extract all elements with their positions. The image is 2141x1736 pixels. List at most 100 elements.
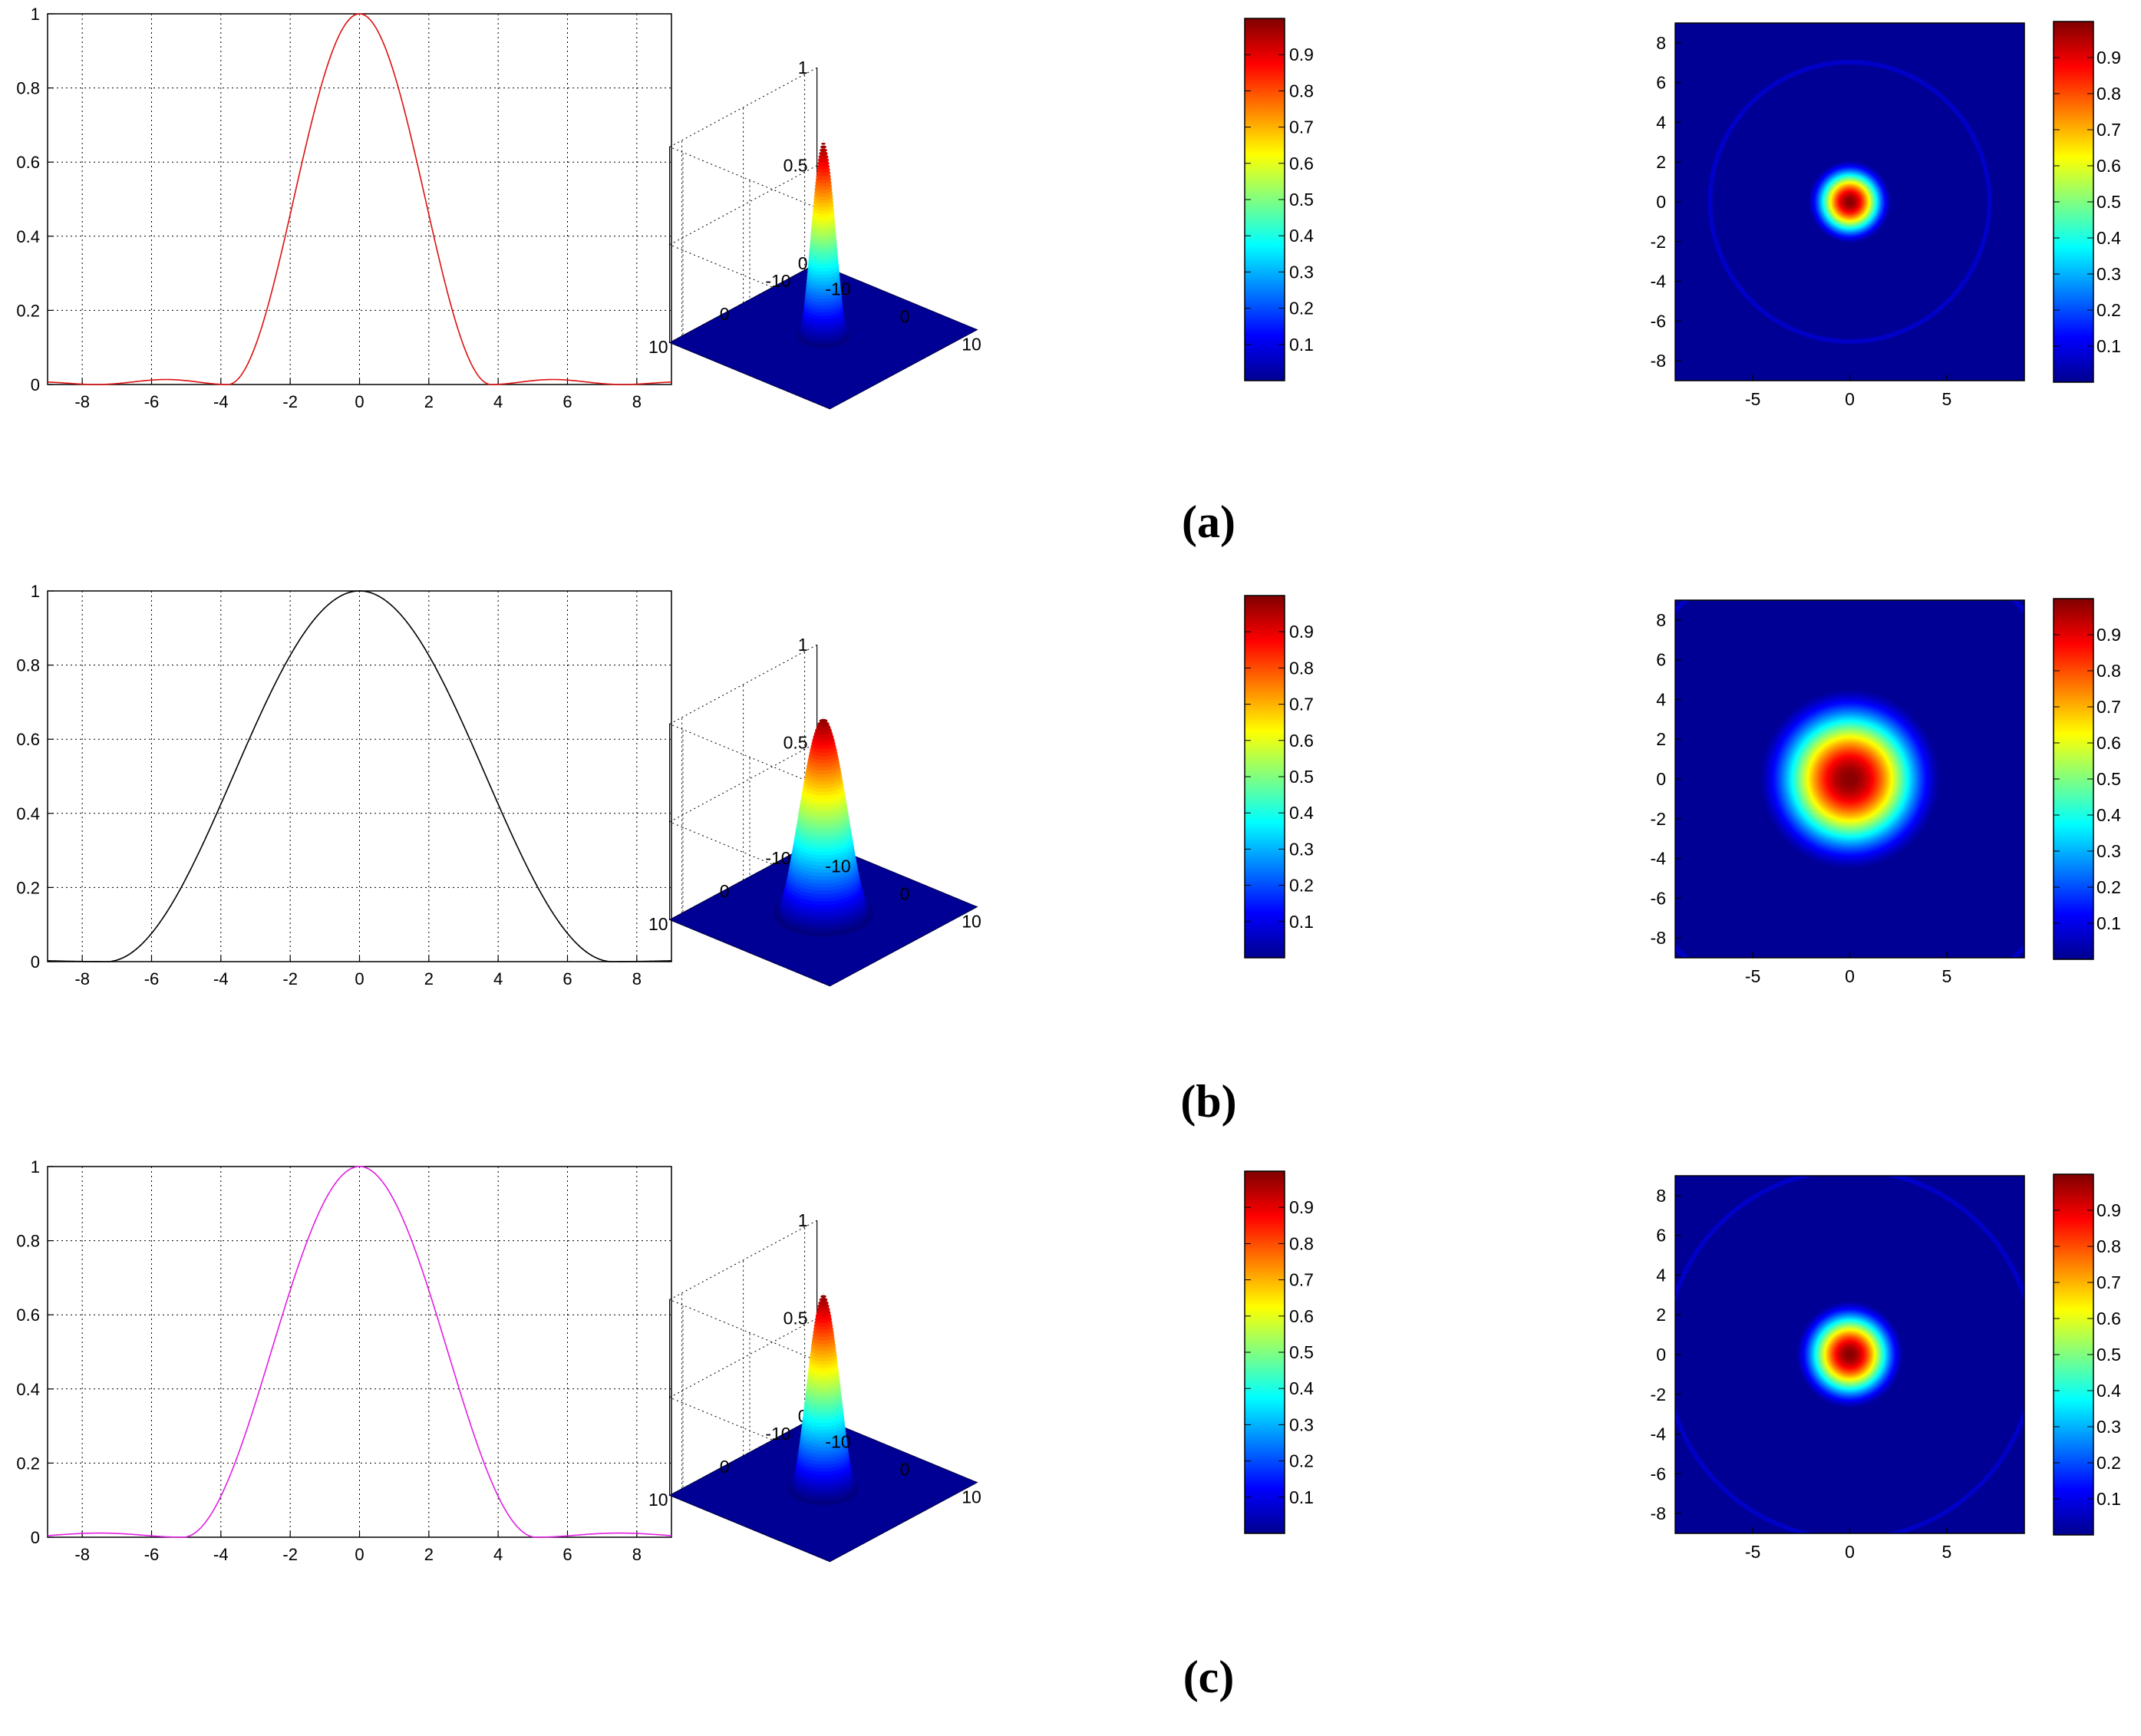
surface-peak-slice: [821, 143, 826, 145]
colorbar-tick-label: 0.7: [2096, 1272, 2121, 1292]
colorbar-tick-label: 0.6: [2096, 733, 2121, 753]
heatmap-y-tick-label: 8: [1656, 33, 1666, 53]
surface-peak-slice: [818, 157, 829, 163]
y-tick-label: 0.4: [16, 227, 40, 246]
x-tick-label: 2: [424, 1545, 434, 1564]
colorbar-tick-label: 0.8: [1289, 658, 1314, 678]
colorbar-tick-label: 0.5: [2096, 769, 2121, 789]
colorbar-tick-label: 0.6: [1289, 153, 1314, 173]
surface-colorbar: [1244, 1170, 1285, 1534]
y-tick-label: 0.2: [16, 1454, 40, 1473]
heatmap-image: [1675, 23, 2024, 381]
colorbar-tick-label: 0.9: [2096, 1200, 2121, 1220]
x-tick-label: 8: [632, 1545, 642, 1564]
colorbar-tick-label: 0.7: [1289, 117, 1314, 137]
heatmap-plot: -5 0 5 -8 -6 -4 -2 0 2 4 6 8 0.1 0.2 0.3 0.4 0.5 0.6 0.7 0.…: [1651, 1173, 2121, 1562]
colorbar-tick-label: 0.4: [1289, 226, 1314, 246]
colorbar-tick-label: 0.1: [2096, 336, 2121, 356]
x-tick-label: 6: [562, 392, 572, 411]
colorbar-tick-label: 0.2: [2096, 1453, 2121, 1473]
y-tick-label: 0.8: [16, 1232, 40, 1251]
colorbar-tick-label: 0.8: [2096, 1236, 2121, 1256]
heatmap-side-ring: [1707, 60, 1992, 344]
x-tick-label: -6: [144, 969, 160, 988]
x-tick-label: -4: [213, 969, 229, 988]
heatmap-y-tick-label: 4: [1656, 112, 1666, 132]
surface-peak-slice: [820, 148, 827, 153]
colorbar-tick-label: 0.2: [1289, 876, 1314, 896]
heatmap-y-tick-label: 8: [1656, 1186, 1666, 1206]
heatmap-y-tick-label: -2: [1651, 232, 1666, 252]
heatmap-y-tick-label: 4: [1656, 689, 1666, 709]
x-tick-label: 4: [493, 392, 503, 411]
surface-peak-slice: [819, 151, 828, 156]
y-tick-label: 0.4: [16, 804, 40, 823]
x3d-tick-label: 10: [962, 911, 981, 931]
colorbar-tick-label: 0.5: [2096, 192, 2121, 212]
x-tick-label: -2: [282, 1545, 298, 1564]
surface-peak-slice: [823, 1292, 824, 1294]
x-tick-label: -6: [144, 392, 160, 411]
x-tick-label: 4: [493, 1545, 503, 1564]
y-tick-label: 1: [31, 5, 40, 24]
y-tick-label: 0.6: [16, 1305, 40, 1325]
heatmap-x-tick-label: 0: [1845, 389, 1855, 409]
colorbar-tick-label: 0.6: [2096, 156, 2121, 176]
y3d-tick-label: 0: [720, 881, 730, 901]
surface-peak-slice: [818, 154, 829, 160]
colorbar-tick-label: 0.4: [2096, 228, 2121, 248]
panel-caption: (a): [1182, 497, 1235, 547]
y3d-tick-label: 10: [648, 1490, 668, 1510]
x-tick-label: -6: [144, 1545, 160, 1564]
x-tick-label: -2: [282, 969, 298, 988]
colorbar-tick-label: 0.3: [1289, 839, 1314, 859]
panel-row-2: -8 -6 -4 -2 0 2 4 6 800.20.40.60.8100.51-10010-1…: [16, 1157, 2121, 1702]
x-tick-label: 4: [493, 969, 503, 988]
y3d-tick-label: -10: [765, 271, 790, 291]
colorbar-tick-label: 0.5: [1289, 767, 1314, 787]
colorbar-tick-label: 0.5: [1289, 190, 1314, 210]
colorbar-tick-label: 0.3: [1289, 262, 1314, 282]
colorbar-tick-label: 0.9: [1289, 622, 1314, 642]
heatmap-y-tick-label: -2: [1651, 809, 1666, 829]
panel-caption: (b): [1180, 1076, 1236, 1127]
colorbar-tick-label: 0.9: [1289, 45, 1314, 64]
heatmap-x-tick-label: 0: [1845, 1542, 1855, 1562]
x-tick-label: 0: [355, 969, 364, 988]
colorbar-tick-label: 0.5: [1289, 1342, 1314, 1362]
heatmap-y-tick-label: -4: [1651, 849, 1667, 869]
z-tick-label: 0.5: [783, 1309, 808, 1328]
heatmap-x-tick-label: 5: [1941, 966, 1951, 986]
heatmap-colorbar: [2053, 21, 2094, 383]
heatmap-plot: -5 0 5 -8 -6 -4 -2 0 2 4 6 8 0.1 0.2 0.3 0.4 0.5 0.6 0.7 0.…: [1651, 21, 2121, 409]
colorbar-tick-label: 0.6: [1289, 1306, 1314, 1326]
z-tick-label: 1: [798, 635, 808, 655]
colorbar-tick-label: 0.2: [2096, 300, 2121, 320]
colorbar-tick-label: 0.8: [2096, 661, 2121, 681]
heatmap-y-tick-label: -8: [1651, 928, 1666, 948]
surface-peak-slice: [817, 721, 830, 728]
y-tick-label: 0.2: [16, 301, 40, 320]
y-tick-label: 0.6: [16, 153, 40, 172]
colorbar-tick-label: 0.4: [2096, 1381, 2121, 1401]
x-tick-label: 8: [632, 392, 642, 411]
z-tick-label: 1: [798, 58, 808, 78]
x3d-tick-label: 0: [900, 883, 910, 903]
colorbar-tick-label: 0.7: [2096, 697, 2121, 717]
heatmap-x-tick-label: -5: [1745, 1542, 1760, 1562]
heatmap-plot: -5 0 5 -8 -6 -4 -2 0 2 4 6 8 0.1 0.2 0.3 0.4 0.5 0.6 0.7 0.…: [1651, 598, 2121, 986]
colorbar-tick-label: 0.4: [2096, 805, 2121, 825]
x3d-tick-label: 10: [962, 1487, 981, 1507]
surface-peak-slice: [819, 718, 828, 723]
y-tick-label: 0: [31, 952, 40, 972]
heatmap-y-tick-label: -8: [1651, 351, 1666, 371]
heatmap-y-tick-label: 0: [1656, 192, 1666, 212]
colorbar-tick-label: 0.8: [1289, 1233, 1314, 1253]
surface-peak-slice: [818, 1300, 829, 1305]
heatmap-y-tick-label: 2: [1656, 152, 1666, 172]
x-tick-label: 0: [355, 392, 364, 411]
heatmap-colorbar: [2053, 598, 2094, 960]
y-tick-label: 0.4: [16, 1380, 40, 1399]
